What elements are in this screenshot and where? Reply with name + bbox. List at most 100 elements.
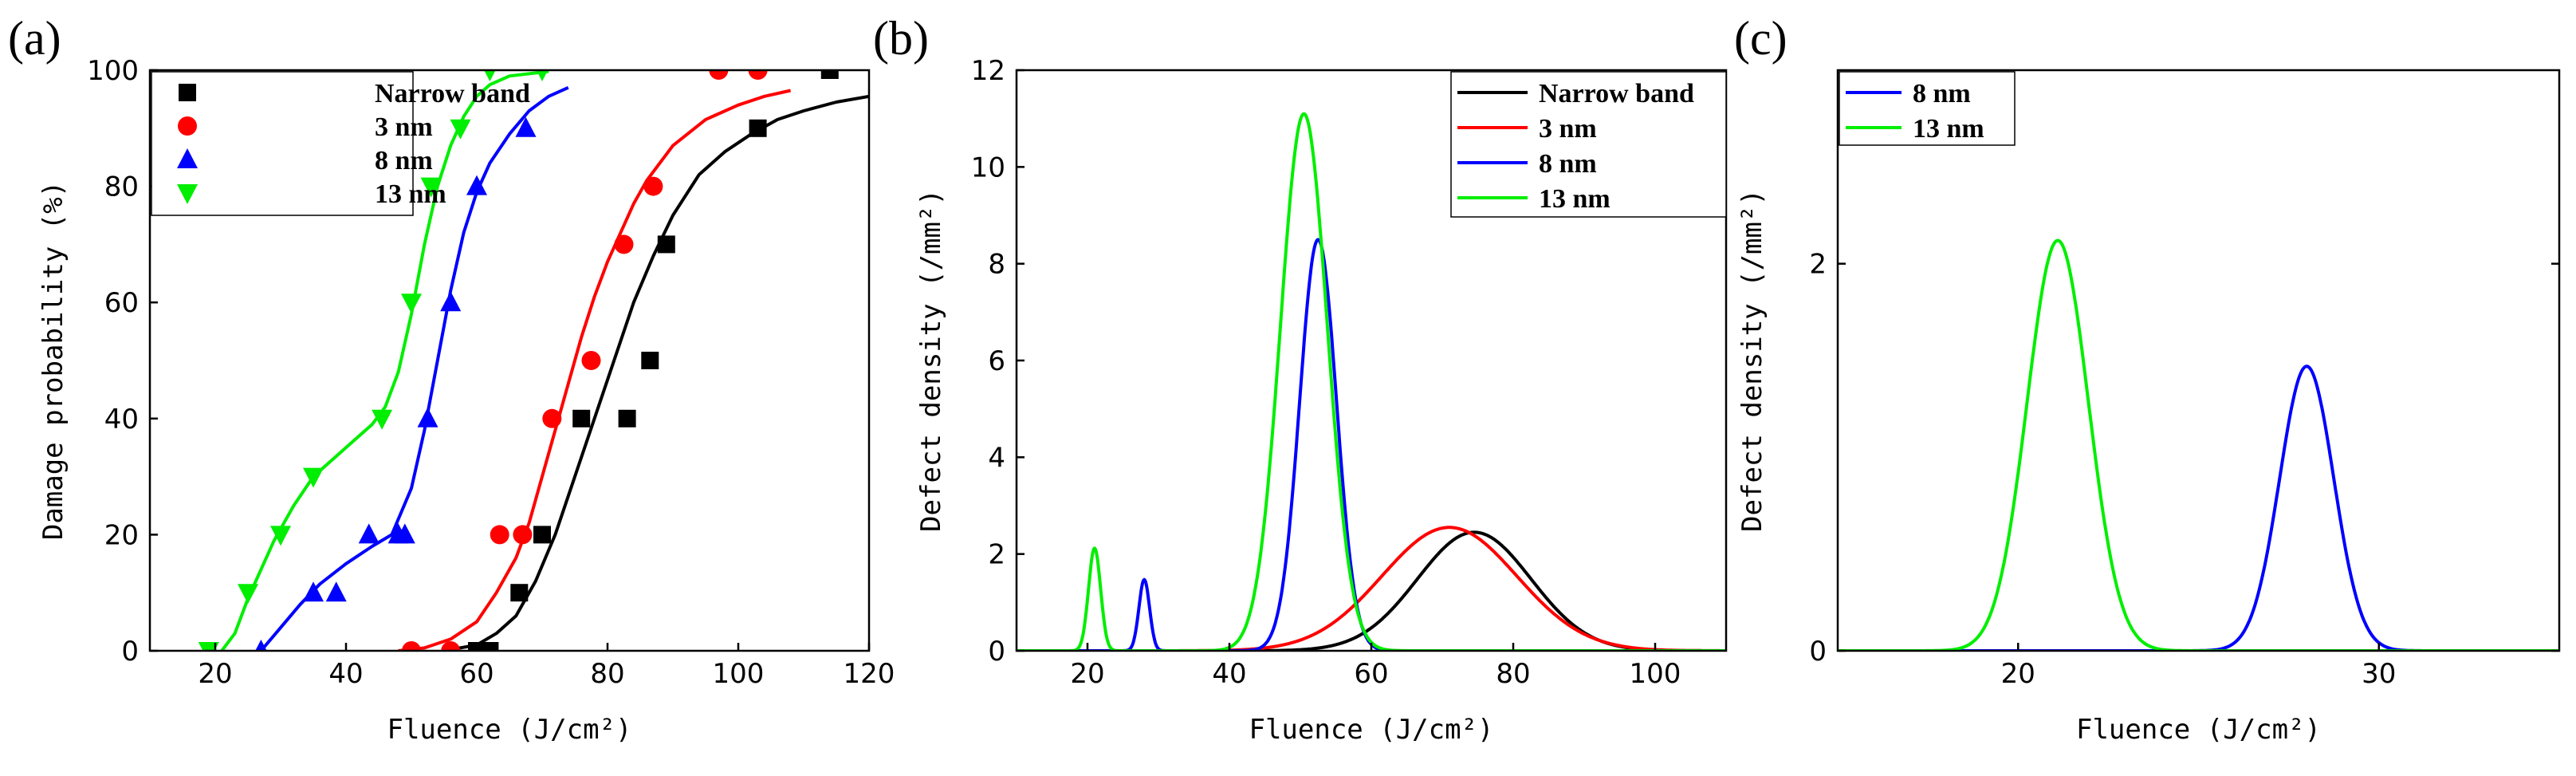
x-tick-label: 20 bbox=[1070, 658, 1104, 690]
data-point-13-nm bbox=[372, 409, 393, 430]
data-point-3-nm bbox=[513, 525, 533, 545]
legend: Narrow band 3 nm 8 nm 13 nm bbox=[151, 71, 530, 216]
series-line-narrow-band bbox=[1017, 530, 1726, 651]
series-line-8-nm bbox=[259, 85, 569, 651]
chart-panel-1: (b) 20 40 60 80 100 0 2 4 6 8 10 12 Fluence (J/cm²) De… bbox=[873, 12, 1728, 746]
x-axis-title: Fluence (J/cm²) bbox=[2076, 714, 2321, 746]
legend: 8 nm 13 nm bbox=[1839, 71, 2016, 146]
x-tick-label: 40 bbox=[328, 658, 363, 690]
series-line-8-nm bbox=[1838, 364, 2559, 651]
y-tick-label: 0 bbox=[988, 636, 1005, 668]
data-point-narrow-band bbox=[481, 642, 499, 651]
legend-label: Narrow band bbox=[375, 79, 530, 108]
data-point-8-nm bbox=[515, 116, 537, 137]
data-point-3-nm bbox=[614, 234, 634, 254]
x-tick-label: 20 bbox=[2001, 658, 2035, 690]
data-point-8-nm bbox=[303, 581, 324, 602]
legend: Narrow band 3 nm 8 nm 13 nm bbox=[1450, 71, 1727, 218]
chart-panel-2: (c) 20 30 0 2 Fluence (J/cm²) Defect density (… bbox=[1734, 12, 2561, 746]
plot-frame bbox=[1836, 69, 2561, 652]
panel-label: (a) bbox=[8, 12, 61, 65]
data-point-8-nm bbox=[440, 291, 462, 312]
y-tick-label: 4 bbox=[988, 442, 1005, 474]
y-tick-label: 60 bbox=[104, 287, 139, 319]
chart-panel-0: (a) 20 40 60 80 100 120 0 20 40 60 80 100 Fluence (J/… bbox=[8, 12, 895, 746]
data-point-narrow-band bbox=[657, 235, 675, 254]
x-axis-title: Fluence (J/cm²) bbox=[1249, 714, 1493, 746]
data-point-3-nm bbox=[402, 641, 421, 651]
x-tick-label: 100 bbox=[713, 658, 765, 690]
data-point-8-nm bbox=[417, 407, 439, 427]
data-point-8-nm bbox=[394, 523, 415, 544]
data-point-13-nm bbox=[270, 526, 291, 546]
x-axis-title: Fluence (J/cm²) bbox=[387, 714, 631, 746]
panel-label: (b) bbox=[873, 12, 929, 65]
x-tick-label: 80 bbox=[590, 658, 624, 690]
data-point-8-nm bbox=[325, 581, 347, 602]
data-point-13-nm bbox=[536, 70, 549, 81]
legend-marker bbox=[179, 84, 196, 101]
data-point-13-nm bbox=[238, 584, 258, 605]
y-axis-title: Defect density (/mm²) bbox=[915, 189, 947, 532]
y-tick-label: 20 bbox=[104, 519, 139, 551]
legend-label: 3 nm bbox=[375, 112, 433, 142]
data-point-narrow-band bbox=[749, 119, 767, 137]
series-line-13-nm bbox=[1838, 238, 2559, 651]
y-axis-title: Damage probability (%) bbox=[37, 181, 69, 540]
data-point-narrow-band bbox=[533, 526, 551, 544]
legend-label: 13 nm bbox=[375, 179, 446, 209]
y-tick-label: 80 bbox=[104, 171, 139, 203]
series-line-3-nm bbox=[398, 89, 792, 651]
x-tick-label: 60 bbox=[459, 658, 494, 690]
legend-label: 8 nm bbox=[1913, 79, 1971, 108]
x-tick-label: 80 bbox=[1496, 658, 1530, 690]
data-point-13-nm bbox=[198, 642, 219, 651]
legend-marker bbox=[177, 184, 198, 204]
data-point-13-nm bbox=[303, 467, 324, 488]
data-point-narrow-band bbox=[572, 409, 591, 427]
data-point-13-nm bbox=[420, 177, 442, 198]
data-point-narrow-band bbox=[641, 352, 659, 369]
data-point-8-nm bbox=[466, 175, 487, 195]
data-point-3-nm bbox=[643, 176, 663, 196]
y-tick-label: 0 bbox=[121, 636, 139, 668]
data-point-3-nm bbox=[542, 408, 562, 428]
y-tick-label: 8 bbox=[988, 249, 1005, 281]
series-line-narrow-band bbox=[443, 94, 869, 651]
data-point-13-nm bbox=[450, 119, 471, 140]
series-line-3-nm bbox=[1017, 526, 1726, 651]
x-tick-label: 20 bbox=[198, 658, 232, 690]
data-point-3-nm bbox=[581, 351, 601, 370]
series-line-13-nm bbox=[220, 70, 549, 651]
series-line-13-nm bbox=[1017, 112, 1726, 651]
x-tick-label: 30 bbox=[2362, 658, 2396, 690]
legend-label: 3 nm bbox=[1539, 114, 1597, 144]
legend-label: 8 nm bbox=[1539, 149, 1597, 179]
y-tick-label: 40 bbox=[104, 404, 139, 435]
legend-box bbox=[1839, 71, 2016, 146]
legend-label: 13 nm bbox=[1539, 184, 1610, 214]
x-tick-label: 60 bbox=[1354, 658, 1388, 690]
legend-label: Narrow band bbox=[1539, 79, 1694, 108]
legend-label: 8 nm bbox=[375, 146, 433, 175]
y-tick-label: 100 bbox=[87, 55, 139, 87]
y-axis-title: Defect density (/mm²) bbox=[1736, 189, 1768, 532]
x-tick-label: 120 bbox=[844, 658, 895, 690]
data-layer bbox=[198, 70, 869, 651]
data-layer bbox=[1838, 238, 2559, 651]
data-point-8-nm bbox=[358, 523, 380, 544]
x-tick-label: 100 bbox=[1630, 658, 1681, 690]
legend-marker bbox=[178, 116, 197, 136]
data-point-narrow-band bbox=[820, 70, 839, 79]
legend-box bbox=[1450, 71, 1727, 218]
data-point-8-nm bbox=[255, 640, 267, 651]
data-point-3-nm bbox=[748, 70, 768, 80]
data-point-13-nm bbox=[484, 70, 496, 81]
data-point-3-nm bbox=[490, 525, 509, 545]
plot-frame bbox=[148, 69, 871, 652]
y-tick-label: 6 bbox=[988, 345, 1005, 377]
legend-marker bbox=[177, 148, 198, 168]
y-tick-label: 12 bbox=[971, 55, 1005, 87]
